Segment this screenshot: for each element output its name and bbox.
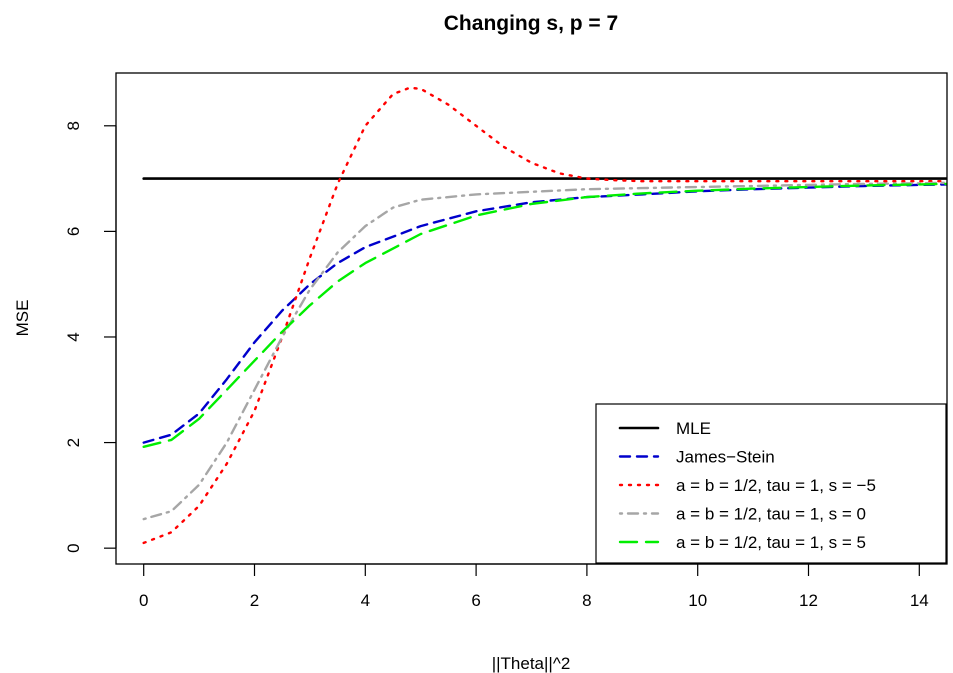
y-tick-label-4: 4: [64, 332, 83, 341]
x-tick-label-12: 12: [799, 591, 818, 610]
y-tick-label-6: 6: [64, 227, 83, 236]
series-line-3: [142, 86, 947, 545]
legend-box: [595, 403, 947, 564]
legend: MLE James−Stein a = b = 1/2, tau = 1, s = …: [595, 403, 947, 564]
x-tick-label-0: 0: [139, 591, 148, 610]
x-tick-label-4: 4: [361, 591, 370, 610]
x-axis: 0 2 4 6 8 10 12 14: [139, 563, 929, 610]
plot-lines: [142, 86, 947, 545]
series-line-4: [142, 181, 947, 521]
x-tick-label-8: 8: [582, 591, 591, 610]
legend-label-a-b-1-2-tau-1-s-5: a = b = 1/2, tau = 1, s = 5: [676, 533, 866, 552]
y-tick-label-0: 0: [64, 543, 83, 552]
series-line-5: [142, 182, 947, 448]
legend-label-james-stein: James−Stein: [676, 448, 775, 467]
y-tick-label-8: 8: [64, 121, 83, 130]
x-axis-label: ||Theta||^2: [492, 654, 571, 673]
y-tick-label-2: 2: [64, 438, 83, 447]
x-tick-label-6: 6: [471, 591, 480, 610]
y-axis: 0 2 4 6 8: [64, 121, 117, 553]
legend-label-a-b-1-2-tau-1-s-0: a = b = 1/2, tau = 1, s = 0: [676, 505, 866, 524]
y-axis-label: MSE: [13, 300, 32, 337]
x-tick-label-10: 10: [688, 591, 707, 610]
chart-title: Changing s, p = 7: [444, 12, 618, 35]
legend-label-a-b-1-2-tau-1-s-5: a = b = 1/2, tau = 1, s = −5: [676, 476, 876, 495]
legend-label-mle: MLE: [676, 419, 711, 438]
x-tick-label-2: 2: [250, 591, 259, 610]
x-tick-label-14: 14: [910, 591, 929, 610]
